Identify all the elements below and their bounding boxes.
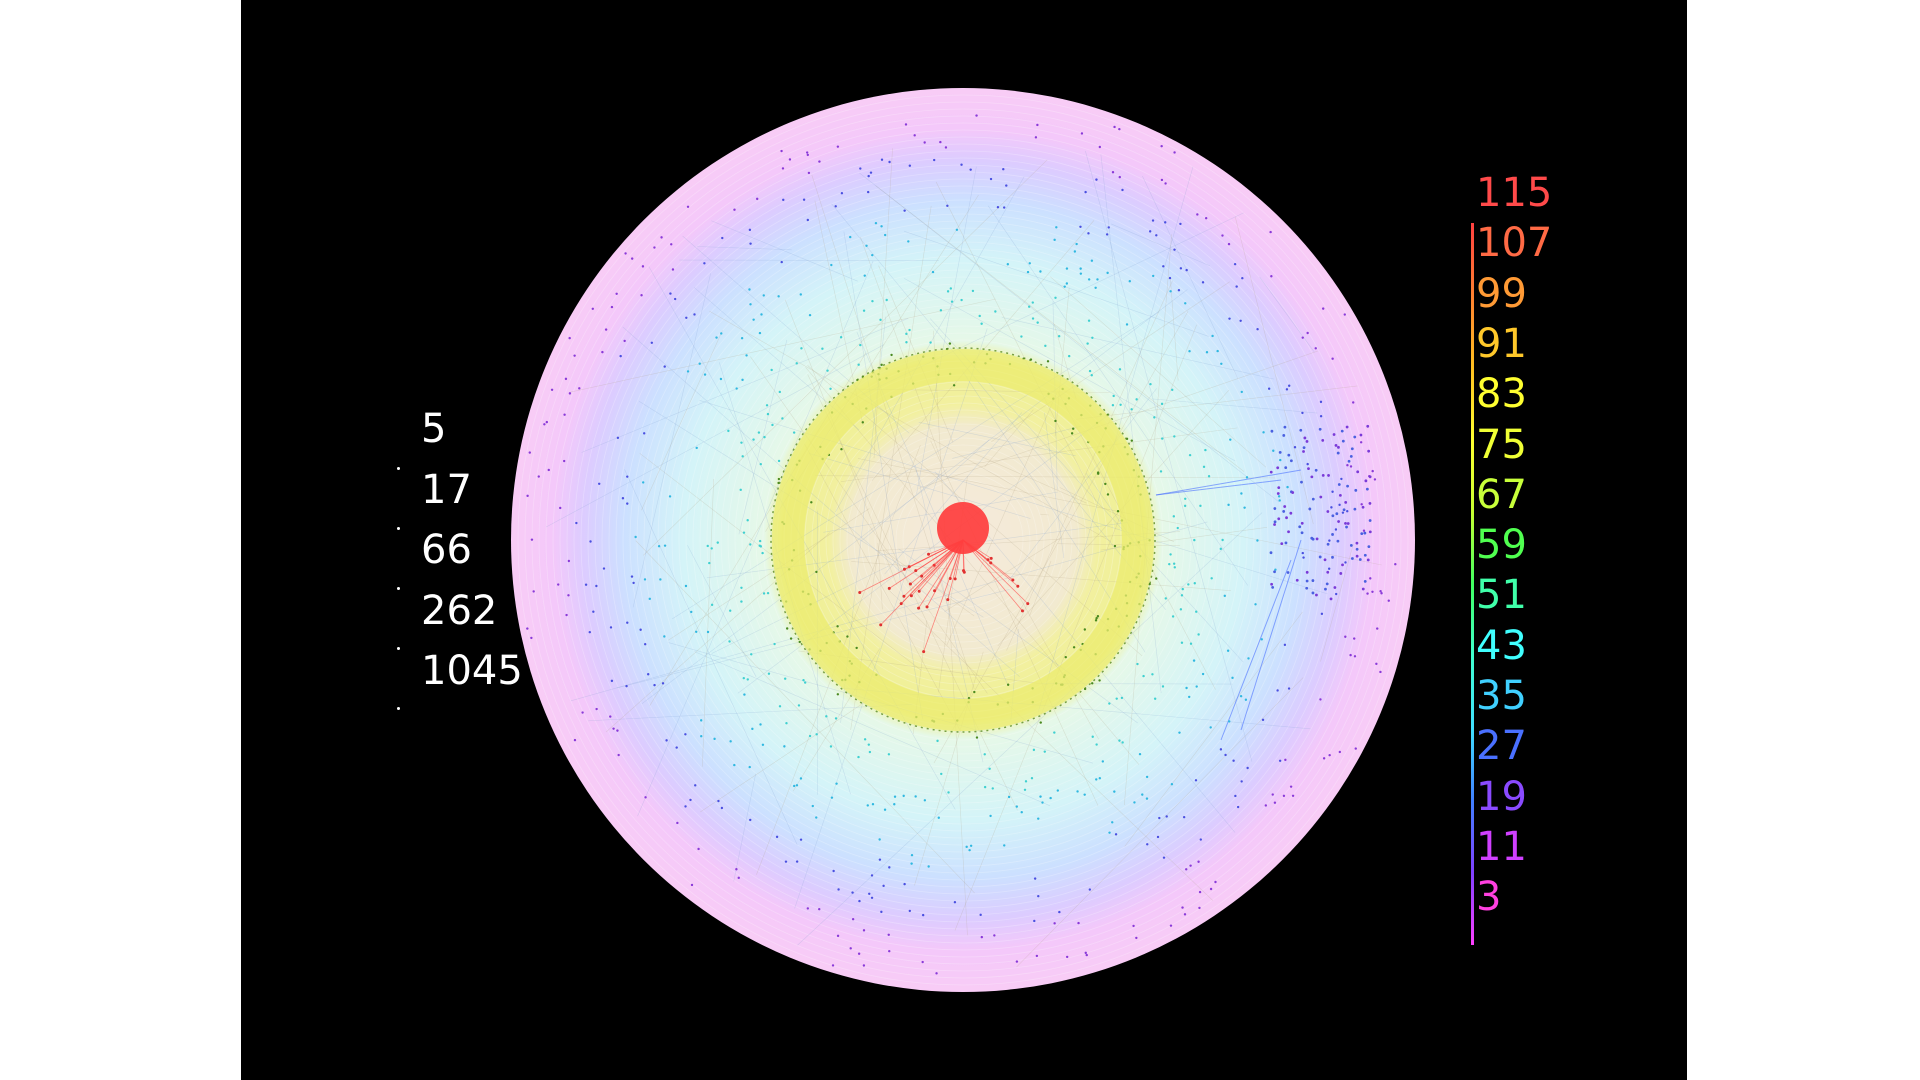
center-node-cluster [858,502,1030,654]
size-legend-dot [397,707,400,710]
color-legend-label: 43 [1476,622,1527,669]
size-legend-dot [397,467,400,470]
color-legend-label: 27 [1476,723,1527,770]
size-legend-label: 262 [421,588,498,634]
color-legend-label: 59 [1476,522,1527,569]
color-legend-label: 35 [1476,673,1527,719]
color-legend-label: 99 [1476,270,1527,317]
color-legend-label: 91 [1476,320,1527,367]
color-legend-label: 67 [1476,471,1527,518]
color-legend-label: 11 [1476,823,1527,870]
color-legend-label: 107 [1476,220,1553,267]
color-scale-bar [1471,223,1474,945]
size-legend-dot [397,587,400,590]
size-legend-label: 1045 [421,648,523,694]
size-legend-label: 17 [421,467,472,513]
k-core-graph [511,88,1415,992]
color-legend-label: 75 [1476,421,1527,468]
color-legend-label: 19 [1476,773,1527,820]
graph-edges [546,148,1382,968]
size-legend-label: 5 [421,406,447,452]
color-legend-label: 83 [1476,371,1527,418]
size-legend-dot [397,647,400,650]
color-legend-label: 115 [1476,170,1553,216]
color-legend-label: 51 [1476,572,1527,619]
color-legend-label: 3 [1476,874,1502,921]
size-legend-label: 66 [421,527,472,573]
diagram-canvas: 5 17 66 262 1045 115 107 99 91 83 75 67 59 51 43 3… [241,0,1687,1080]
size-legend-dot [397,527,400,530]
yellow-core-band [770,347,1156,733]
